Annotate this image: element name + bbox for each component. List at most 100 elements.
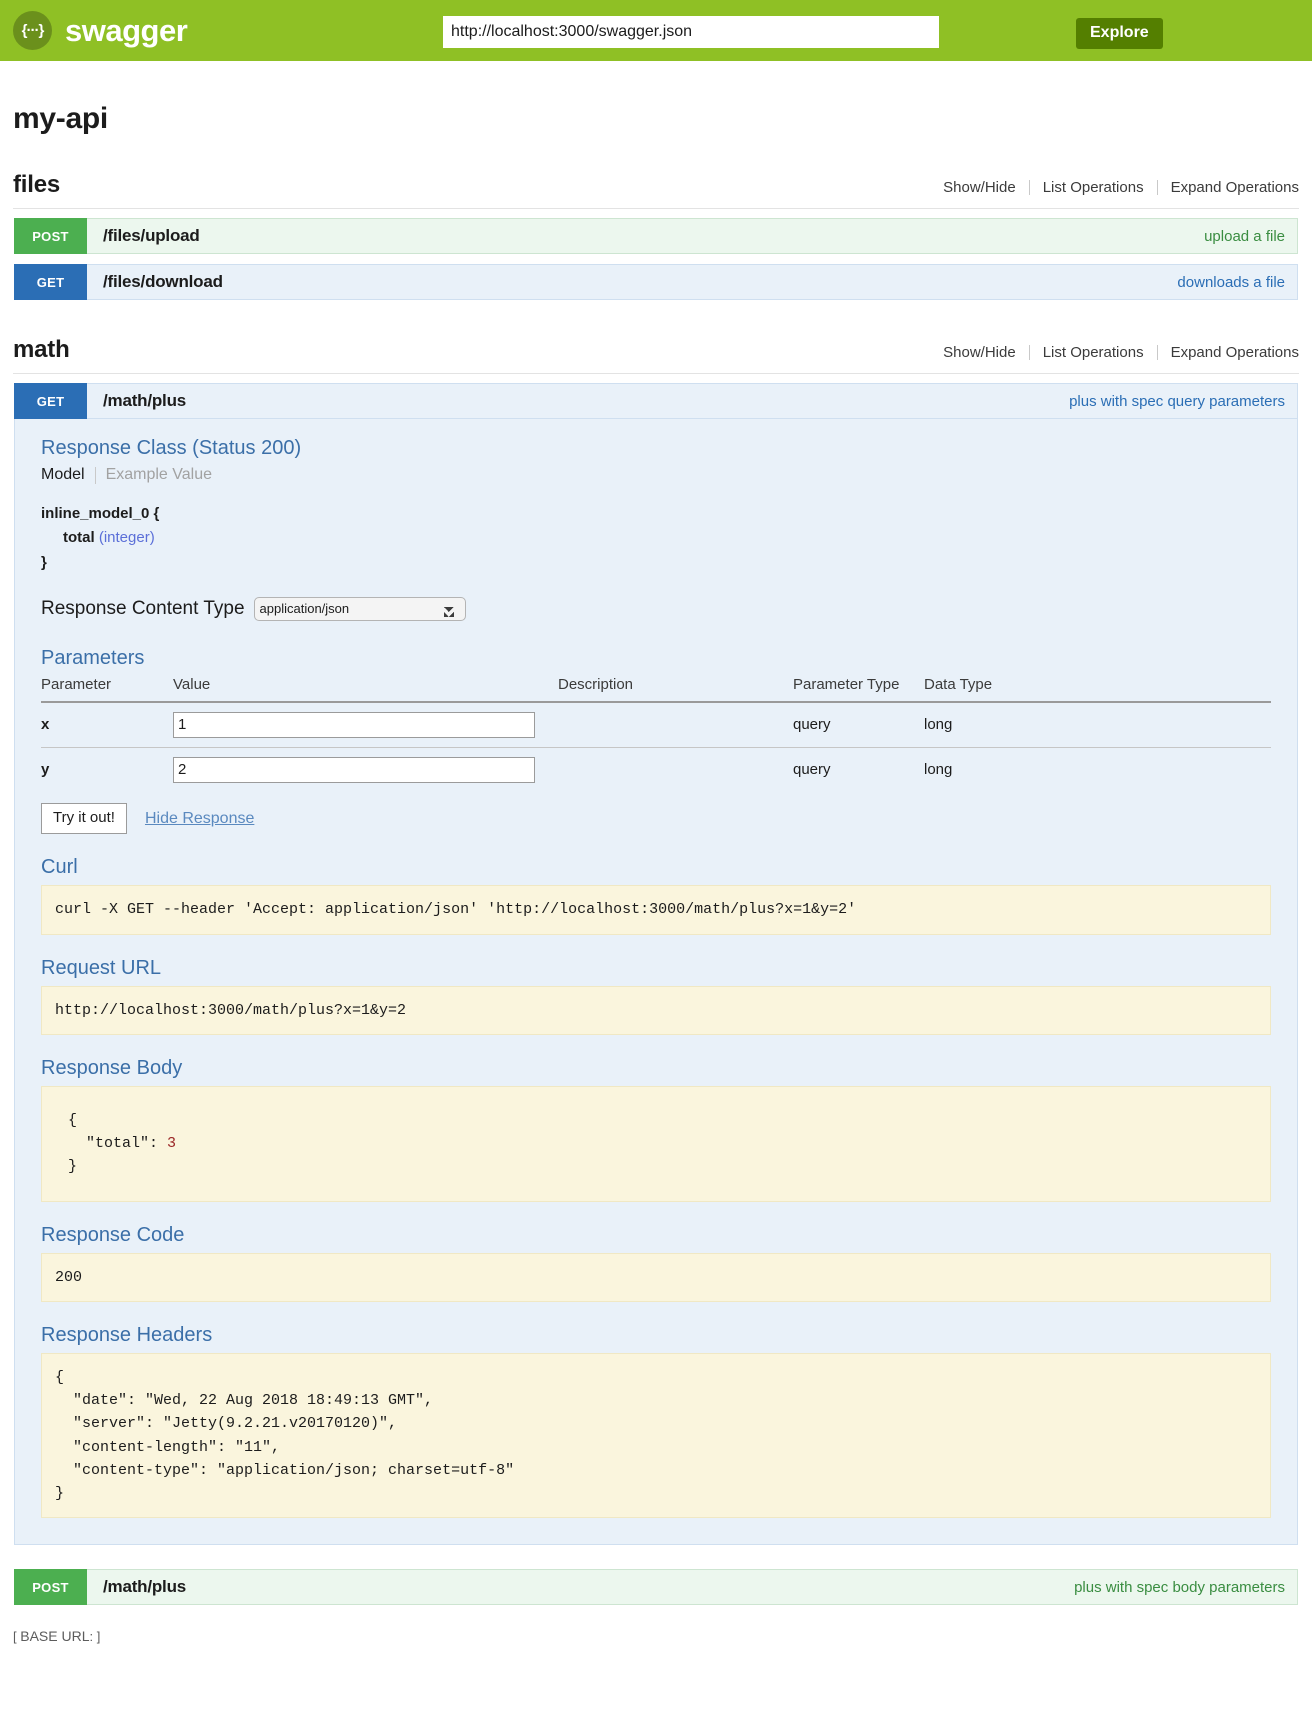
top-bar: {···} swagger Explore [0,0,1312,61]
resource-options-math: Show/Hide List Operations Expand Operati… [930,344,1299,361]
spec-url-input[interactable] [443,16,939,48]
footer-open-bracket: [ [13,1629,17,1645]
main-content: my-api files Show/Hide List Operations E… [0,102,1312,1606]
show-hide-math[interactable]: Show/Hide [943,344,1016,361]
operation-heading[interactable]: GET /files/download downloads a file [14,264,1298,300]
method-badge-post[interactable]: POST [14,218,87,254]
param-type-y: query [793,761,831,779]
operation-path[interactable]: /files/upload [103,226,200,245]
page-title: my-api [13,102,108,135]
swagger-braces-icon: {···} [13,11,52,50]
operation-path[interactable]: /math/plus [103,1577,187,1597]
col-header-data-type: Data Type [924,675,1271,703]
response-headers-value: { "date": "Wed, 22 Aug 2018 18:49:13 GMT… [41,1352,1271,1519]
resource-name-math[interactable]: math [13,336,70,363]
operation-heading[interactable]: POST /math/plus plus with spec body para… [14,1569,1298,1606]
param-input-x[interactable] [173,711,535,738]
operation-bar[interactable]: /files/download downloads a file [87,264,1298,300]
resource-options-files: Show/Hide List Operations Expand Operati… [930,179,1299,196]
param-value-cell-x [173,701,558,748]
list-operations-math[interactable]: List Operations [1042,344,1144,361]
tab-example-value[interactable]: Example Value [105,466,213,483]
endpoint-list-math: GET /math/plus plus with spec query para… [13,382,1299,1606]
resource-files: files Show/Hide List Operations Expand O… [13,171,1299,301]
footer: [ BASE URL: ] [0,1628,1312,1660]
operation-summary[interactable]: upload a file [1204,227,1285,245]
explore-button[interactable]: Explore [1076,18,1163,49]
response-content-type-label: Response Content Type [41,597,245,619]
method-badge-get[interactable]: GET [14,264,87,300]
param-data-type-y: long [924,761,953,779]
response-content-type-row: Response Content Type application/json [41,596,1271,621]
model-property-type[interactable]: (integer) [98,529,155,547]
response-code-heading: Response Code [41,1223,185,1246]
divider [1156,180,1158,195]
param-value-cell-y [173,747,558,792]
param-data-type-x: long [924,701,1271,748]
model-property-row: total (integer) [41,526,1271,550]
response-content-type-select[interactable]: application/json [253,596,466,621]
show-hide-files[interactable]: Show/Hide [943,179,1016,196]
param-description-y [558,747,793,792]
resource-math: math Show/Hide List Operations Expand Op… [13,336,1299,1606]
model-tabs: Model Example Value [41,466,1271,484]
expand-operations-files[interactable]: Expand Operations [1170,179,1299,196]
operation-summary[interactable]: plus with spec query parameters [1069,392,1285,410]
param-input-y[interactable] [173,756,535,783]
divider [1028,180,1030,195]
response-code-value: 200 [41,1252,1271,1302]
model-open-line: inline_model_0 { [41,505,160,522]
try-it-out-button[interactable]: Try it out! [41,802,127,835]
param-name-x: x [41,701,173,748]
operation-bar[interactable]: /math/plus plus with spec body parameter… [87,1569,1298,1606]
footer-colon: : [89,1629,97,1645]
resource-heading-files: files Show/Hide List Operations Expand O… [13,171,1299,208]
resource-divider [13,373,1299,374]
list-operations-files[interactable]: List Operations [1042,179,1144,196]
spec-url-form [443,16,939,48]
operation-bar[interactable]: /files/upload upload a file [87,218,1298,254]
operation-detail-panel: Response Class (Status 200) Model Exampl… [14,419,1298,1546]
param-type-x: query [793,701,924,748]
swagger-logo-link[interactable]: {···} swagger [13,11,188,50]
table-row: x query long [41,701,1271,748]
operation-heading[interactable]: GET /math/plus plus with spec query para… [14,383,1298,419]
footer-base-url-label: BASE URL [20,1628,90,1645]
footer-close-bracket: ] [96,1629,101,1645]
operation-heading[interactable]: POST /files/upload upload a file [14,218,1298,254]
method-badge-post[interactable]: POST [14,1569,87,1606]
request-url-value: http://localhost:3000/math/plus?x=1&y=2 [41,985,1271,1035]
model-signature: inline_model_0 { total (integer) } [41,502,1271,575]
curl-heading: Curl [41,856,78,879]
response-class-heading: Response Class (Status 200) [41,437,302,459]
expand-operations-math[interactable]: Expand Operations [1170,344,1299,361]
submit-row: Try it out! Hide Response [41,802,1271,835]
model-property-name: total [63,529,95,547]
parameters-table: Parameter Value Description Parameter Ty… [41,675,1271,792]
parameters-table-head: Parameter Value Description Parameter Ty… [41,675,1271,703]
response-body-heading: Response Body [41,1056,183,1079]
tab-model[interactable]: Model [41,466,85,483]
divider [1028,345,1030,360]
swagger-ui-page: {···} swagger Explore my-api files Show/… [0,0,1312,1660]
endpoint-list-files: POST /files/upload upload a file GET /fi… [13,217,1299,301]
divider [1156,345,1158,360]
operation-summary[interactable]: downloads a file [1177,273,1285,291]
resource-name-files[interactable]: files [13,171,61,198]
operation-path[interactable]: /files/download [103,272,223,291]
col-header-parameter: Parameter [41,675,173,703]
method-badge-get[interactable]: GET [14,383,87,419]
parameters-heading: Parameters [41,646,145,669]
operation-get-files-download: GET /files/download downloads a file [13,263,1299,301]
col-header-value: Value [173,675,558,703]
operation-path[interactable]: /math/plus [103,391,187,410]
hide-response-link[interactable]: Hide Response [144,809,255,827]
operation-bar[interactable]: /math/plus plus with spec query paramete… [87,383,1298,419]
col-header-parameter-type: Parameter Type [793,675,924,703]
parameters-table-body: x query long y [41,701,1271,792]
model-close-line: } [41,553,47,571]
operation-post-files-upload: POST /files/upload upload a file [13,217,1299,255]
param-name-y: y [41,761,50,779]
operation-summary[interactable]: plus with spec body parameters [1074,1578,1285,1596]
resource-divider [13,208,1299,209]
